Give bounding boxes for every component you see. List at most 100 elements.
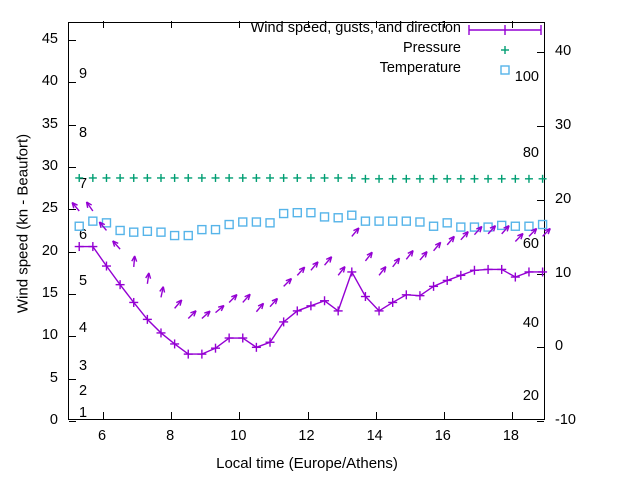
marker-plus bbox=[306, 173, 315, 182]
pressure-scale-label: 100 bbox=[514, 69, 539, 86]
marker-square bbox=[265, 218, 275, 228]
x-tick-label: 8 bbox=[166, 428, 175, 444]
series-plus-line bbox=[74, 242, 548, 359]
wind-direction-arrow bbox=[145, 272, 152, 284]
x-tick-top bbox=[239, 21, 241, 28]
marker-square bbox=[115, 225, 125, 236]
marker-plus bbox=[456, 270, 466, 280]
marker-plus bbox=[238, 173, 247, 182]
wind-direction-arrow bbox=[228, 294, 238, 303]
marker-plus bbox=[361, 174, 370, 183]
wind-direction-arrow bbox=[528, 227, 538, 237]
wind-direction-arrow bbox=[242, 293, 251, 303]
wind-direction-arrow bbox=[473, 225, 483, 236]
beaufort-scale-label: 3 bbox=[79, 357, 88, 374]
marker-plus bbox=[401, 290, 411, 300]
wind-direction-arrow bbox=[269, 297, 279, 308]
marker-plus bbox=[415, 174, 424, 183]
wind-direction-arrow bbox=[364, 251, 373, 262]
wind-direction-arrow bbox=[433, 241, 442, 252]
x-tick-label: 6 bbox=[98, 428, 107, 444]
y-tick-label-right: 30 bbox=[555, 117, 572, 134]
wind-direction-arrow bbox=[283, 277, 293, 287]
marker-plus bbox=[443, 174, 452, 183]
marker-plus bbox=[183, 349, 193, 359]
marker-plus bbox=[211, 173, 220, 182]
pressure-scale-label: 40 bbox=[522, 314, 539, 331]
marker-square bbox=[428, 221, 439, 231]
marker-plus bbox=[266, 173, 275, 182]
marker-square bbox=[374, 216, 384, 226]
marker-plus bbox=[251, 342, 261, 352]
marker-plus bbox=[292, 306, 302, 316]
y-tick-left bbox=[69, 336, 76, 338]
beaufort-scale-label: 8 bbox=[79, 125, 88, 142]
marker-plus bbox=[225, 173, 234, 182]
legend-item[interactable]: Wind speed, gusts, and direction bbox=[210, 20, 545, 40]
legend-item[interactable]: Pressure bbox=[210, 40, 545, 60]
marker-square bbox=[347, 210, 357, 220]
chart-legend: Wind speed, gusts, and direction Pressure… bbox=[210, 20, 545, 80]
marker-plus bbox=[429, 174, 438, 183]
y-tick-left bbox=[69, 82, 76, 84]
wind-direction-arrow bbox=[131, 255, 138, 267]
marker-square bbox=[88, 216, 98, 226]
marker-plus bbox=[129, 297, 139, 307]
marker-plus bbox=[320, 173, 329, 182]
marker-plus bbox=[142, 314, 152, 324]
y-tick-label-left: 0 bbox=[49, 412, 58, 428]
marker-plus bbox=[484, 174, 493, 183]
marker-plus bbox=[197, 173, 206, 182]
y-tick-label-left: 45 bbox=[41, 30, 58, 47]
marker-square bbox=[497, 220, 507, 231]
x-tick bbox=[511, 412, 513, 419]
marker-plus bbox=[115, 280, 125, 290]
wind-direction-arrow bbox=[187, 310, 197, 320]
beaufort-scale-label: 7 bbox=[79, 175, 88, 192]
y-tick-left bbox=[69, 378, 76, 380]
marker-square bbox=[387, 216, 398, 226]
legend-item[interactable]: Temperature bbox=[210, 60, 545, 80]
y-tick-label-left: 20 bbox=[41, 242, 58, 259]
wind-direction-arrow bbox=[174, 299, 183, 309]
wind-direction-arrow bbox=[215, 304, 225, 314]
plot-area: 1 2 3 4 5 6 7 8 9 20 40 60 80 100 bbox=[68, 21, 551, 422]
y-tick-label-left: 35 bbox=[41, 115, 58, 132]
marker-plus bbox=[524, 174, 533, 183]
marker-square bbox=[292, 207, 302, 218]
marker-square bbox=[401, 216, 412, 226]
marker-plus bbox=[456, 174, 465, 183]
y-tick-label-left: 15 bbox=[41, 284, 58, 301]
marker-plus bbox=[469, 265, 479, 275]
wind-direction-arrow bbox=[71, 201, 80, 212]
y-tick-left bbox=[69, 421, 76, 422]
legend-label: Temperature bbox=[379, 60, 461, 76]
marker-plus bbox=[293, 173, 302, 182]
wind-direction-arrow bbox=[405, 249, 414, 260]
x-tick bbox=[307, 412, 309, 419]
x-axis-title: Local time (Europe/Athens) bbox=[216, 455, 398, 472]
marker-plus bbox=[402, 174, 411, 183]
marker-plus bbox=[347, 267, 357, 277]
beaufort-scale-label: 9 bbox=[79, 65, 88, 82]
marker-square bbox=[306, 207, 316, 218]
marker-square bbox=[510, 221, 521, 231]
marker-square bbox=[74, 221, 84, 231]
wind-direction-arrow bbox=[85, 201, 94, 212]
marker-square bbox=[142, 226, 153, 237]
wind-direction-arrow bbox=[542, 227, 551, 237]
marker-plus bbox=[224, 333, 234, 343]
x-tick-label: 14 bbox=[366, 428, 383, 444]
marker-square bbox=[415, 217, 425, 227]
marker-square bbox=[537, 219, 548, 230]
wind-direction-arrow bbox=[351, 227, 360, 237]
y-tick-left bbox=[69, 124, 76, 126]
marker-square bbox=[442, 218, 452, 228]
x-tick bbox=[239, 412, 241, 419]
y-tick-label-right: 0 bbox=[555, 338, 564, 355]
x-tick-label: 10 bbox=[230, 428, 247, 444]
marker-plus bbox=[238, 333, 248, 343]
y-tick-label-left: 40 bbox=[41, 73, 58, 90]
beaufort-scale-label: 1 bbox=[79, 404, 88, 421]
marker-plus bbox=[88, 242, 98, 252]
